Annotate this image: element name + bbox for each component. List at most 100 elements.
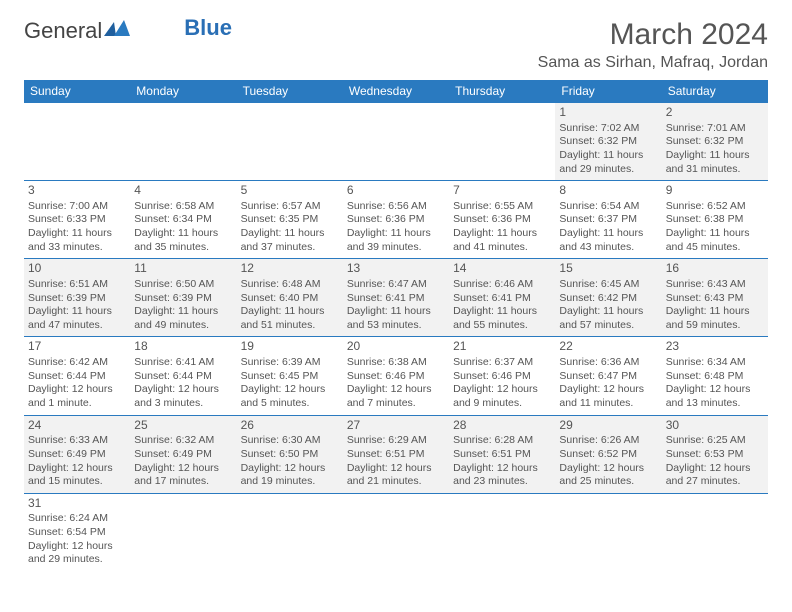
calendar-day-cell: 10Sunrise: 6:51 AMSunset: 6:39 PMDayligh… xyxy=(24,259,130,337)
day-number: 11 xyxy=(134,261,232,277)
sunrise-text: Sunrise: 6:33 AM xyxy=(28,434,126,448)
day-number: 24 xyxy=(28,418,126,434)
sunrise-text: Sunrise: 6:38 AM xyxy=(347,356,445,370)
header: General Blue March 2024 Sama as Sirhan, … xyxy=(24,18,768,72)
title-block: March 2024 Sama as Sirhan, Mafraq, Jorda… xyxy=(538,18,768,72)
daylight-text: Daylight: 11 hours xyxy=(28,305,126,319)
day-number: 3 xyxy=(28,183,126,199)
sunset-text: Sunset: 6:52 PM xyxy=(559,448,657,462)
calendar-day-cell: 30Sunrise: 6:25 AMSunset: 6:53 PMDayligh… xyxy=(662,415,768,493)
daylight-text: and 27 minutes. xyxy=(666,475,764,489)
daylight-text: and 21 minutes. xyxy=(347,475,445,489)
daylight-text: Daylight: 11 hours xyxy=(559,227,657,241)
calendar-week-row: 17Sunrise: 6:42 AMSunset: 6:44 PMDayligh… xyxy=(24,337,768,415)
calendar-day-cell: 16Sunrise: 6:43 AMSunset: 6:43 PMDayligh… xyxy=(662,259,768,337)
sunrise-text: Sunrise: 6:50 AM xyxy=(134,278,232,292)
sunset-text: Sunset: 6:35 PM xyxy=(241,213,339,227)
weekday-header: Friday xyxy=(555,80,661,103)
sunrise-text: Sunrise: 6:32 AM xyxy=(134,434,232,448)
daylight-text: Daylight: 12 hours xyxy=(241,383,339,397)
sunset-text: Sunset: 6:44 PM xyxy=(28,370,126,384)
day-number: 15 xyxy=(559,261,657,277)
calendar-day-cell xyxy=(237,103,343,181)
daylight-text: Daylight: 11 hours xyxy=(241,227,339,241)
weekday-header: Thursday xyxy=(449,80,555,103)
day-number: 4 xyxy=(134,183,232,199)
day-number: 8 xyxy=(559,183,657,199)
calendar-table: Sunday Monday Tuesday Wednesday Thursday… xyxy=(24,80,768,571)
sunset-text: Sunset: 6:51 PM xyxy=(453,448,551,462)
day-number: 23 xyxy=(666,339,764,355)
daylight-text: and 7 minutes. xyxy=(347,397,445,411)
calendar-day-cell: 14Sunrise: 6:46 AMSunset: 6:41 PMDayligh… xyxy=(449,259,555,337)
daylight-text: and 3 minutes. xyxy=(134,397,232,411)
calendar-day-cell xyxy=(449,493,555,571)
sunrise-text: Sunrise: 7:01 AM xyxy=(666,122,764,136)
daylight-text: and 41 minutes. xyxy=(453,241,551,255)
day-number: 13 xyxy=(347,261,445,277)
daylight-text: and 45 minutes. xyxy=(666,241,764,255)
sunset-text: Sunset: 6:50 PM xyxy=(241,448,339,462)
calendar-day-cell: 7Sunrise: 6:55 AMSunset: 6:36 PMDaylight… xyxy=(449,181,555,259)
calendar-day-cell xyxy=(449,103,555,181)
calendar-week-row: 31Sunrise: 6:24 AMSunset: 6:54 PMDayligh… xyxy=(24,493,768,571)
calendar-day-cell: 15Sunrise: 6:45 AMSunset: 6:42 PMDayligh… xyxy=(555,259,661,337)
daylight-text: and 11 minutes. xyxy=(559,397,657,411)
day-number: 25 xyxy=(134,418,232,434)
daylight-text: Daylight: 12 hours xyxy=(347,462,445,476)
sunrise-text: Sunrise: 6:48 AM xyxy=(241,278,339,292)
sunrise-text: Sunrise: 6:24 AM xyxy=(28,512,126,526)
sunset-text: Sunset: 6:38 PM xyxy=(666,213,764,227)
logo-text-1: General xyxy=(24,18,102,44)
calendar-day-cell xyxy=(343,493,449,571)
daylight-text: Daylight: 11 hours xyxy=(666,305,764,319)
calendar-day-cell: 6Sunrise: 6:56 AMSunset: 6:36 PMDaylight… xyxy=(343,181,449,259)
calendar-week-row: 10Sunrise: 6:51 AMSunset: 6:39 PMDayligh… xyxy=(24,259,768,337)
daylight-text: Daylight: 12 hours xyxy=(28,540,126,554)
daylight-text: and 53 minutes. xyxy=(347,319,445,333)
sunrise-text: Sunrise: 6:41 AM xyxy=(134,356,232,370)
daylight-text: Daylight: 11 hours xyxy=(134,227,232,241)
page-title: March 2024 xyxy=(538,18,768,52)
calendar-day-cell: 3Sunrise: 7:00 AMSunset: 6:33 PMDaylight… xyxy=(24,181,130,259)
weekday-header-row: Sunday Monday Tuesday Wednesday Thursday… xyxy=(24,80,768,103)
calendar-day-cell: 20Sunrise: 6:38 AMSunset: 6:46 PMDayligh… xyxy=(343,337,449,415)
calendar-day-cell: 31Sunrise: 6:24 AMSunset: 6:54 PMDayligh… xyxy=(24,493,130,571)
sunset-text: Sunset: 6:47 PM xyxy=(559,370,657,384)
weekday-header: Wednesday xyxy=(343,80,449,103)
daylight-text: Daylight: 11 hours xyxy=(241,305,339,319)
daylight-text: and 9 minutes. xyxy=(453,397,551,411)
daylight-text: Daylight: 11 hours xyxy=(347,305,445,319)
daylight-text: and 55 minutes. xyxy=(453,319,551,333)
daylight-text: and 43 minutes. xyxy=(559,241,657,255)
day-number: 21 xyxy=(453,339,551,355)
calendar-day-cell xyxy=(237,493,343,571)
day-number: 29 xyxy=(559,418,657,434)
day-number: 5 xyxy=(241,183,339,199)
calendar-day-cell xyxy=(343,103,449,181)
calendar-day-cell: 13Sunrise: 6:47 AMSunset: 6:41 PMDayligh… xyxy=(343,259,449,337)
sunrise-text: Sunrise: 6:52 AM xyxy=(666,200,764,214)
calendar-day-cell xyxy=(130,103,236,181)
sunrise-text: Sunrise: 6:37 AM xyxy=(453,356,551,370)
daylight-text: and 57 minutes. xyxy=(559,319,657,333)
sunrise-text: Sunrise: 6:34 AM xyxy=(666,356,764,370)
sunset-text: Sunset: 6:37 PM xyxy=(559,213,657,227)
sunset-text: Sunset: 6:32 PM xyxy=(666,135,764,149)
sunset-text: Sunset: 6:45 PM xyxy=(241,370,339,384)
sunset-text: Sunset: 6:54 PM xyxy=(28,526,126,540)
daylight-text: and 15 minutes. xyxy=(28,475,126,489)
sunset-text: Sunset: 6:48 PM xyxy=(666,370,764,384)
day-number: 31 xyxy=(28,496,126,512)
weekday-header: Monday xyxy=(130,80,236,103)
calendar-week-row: 3Sunrise: 7:00 AMSunset: 6:33 PMDaylight… xyxy=(24,181,768,259)
day-number: 16 xyxy=(666,261,764,277)
day-number: 26 xyxy=(241,418,339,434)
sunrise-text: Sunrise: 6:55 AM xyxy=(453,200,551,214)
sunrise-text: Sunrise: 6:46 AM xyxy=(453,278,551,292)
day-number: 28 xyxy=(453,418,551,434)
daylight-text: Daylight: 12 hours xyxy=(241,462,339,476)
calendar-day-cell: 12Sunrise: 6:48 AMSunset: 6:40 PMDayligh… xyxy=(237,259,343,337)
calendar-week-row: 1Sunrise: 7:02 AMSunset: 6:32 PMDaylight… xyxy=(24,103,768,181)
daylight-text: Daylight: 12 hours xyxy=(347,383,445,397)
